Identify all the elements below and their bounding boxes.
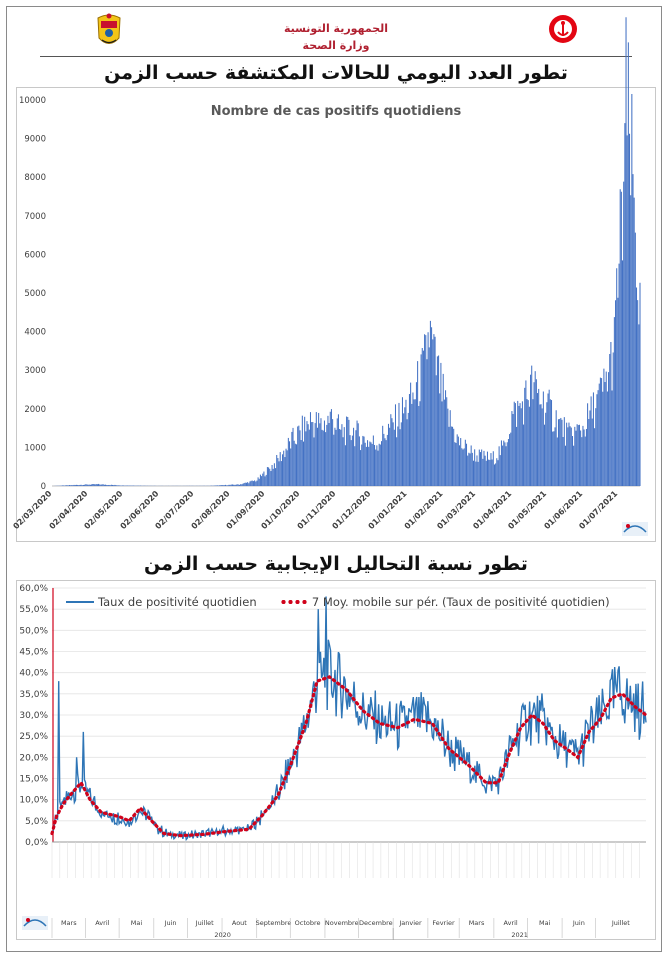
page-frame <box>6 6 662 952</box>
tunisia-coat-of-arms-icon <box>97 13 121 44</box>
header: الجمهورية التونسية وزارة الصحة <box>0 10 672 58</box>
legend-moving-average: 7 Moy. mobile sur pér. (Taux de positivi… <box>279 594 610 609</box>
header-divider <box>40 56 632 57</box>
republic-label: الجمهورية التونسية <box>283 22 389 35</box>
ministry-small-logo-icon <box>622 522 648 536</box>
daily-cases-chart-box <box>16 87 656 542</box>
legend-moving-average-label: 7 Moy. mobile sur pér. (Taux de positivi… <box>311 594 610 609</box>
ministry-logo-icon <box>549 15 577 43</box>
legend-dots-swatch <box>279 600 308 604</box>
ministry-small-logo-icon-2 <box>22 916 48 930</box>
daily-cases-chart-title: Nombre de cas positifs quotidiens <box>210 104 462 119</box>
positivity-legend: Taux de positivité quotidien 7 Moy. mobi… <box>66 594 610 610</box>
legend-daily-rate-label: Taux de positivité quotidien <box>98 594 257 609</box>
ministry-text: الجمهورية التونسية وزارة الصحة <box>250 20 422 54</box>
legend-daily-rate: Taux de positivité quotidien <box>66 595 257 609</box>
ministry-label: وزارة الصحة <box>302 39 370 52</box>
positivity-chart-box <box>16 580 656 940</box>
legend-line-swatch <box>66 601 94 603</box>
section-title-positivity-rate: تطور نسبة التحاليل الإيجابية حسب الزمن <box>144 553 528 575</box>
section-title-daily-cases: تطور العدد اليومي للحالات المكتشفة حسب ا… <box>104 62 568 84</box>
